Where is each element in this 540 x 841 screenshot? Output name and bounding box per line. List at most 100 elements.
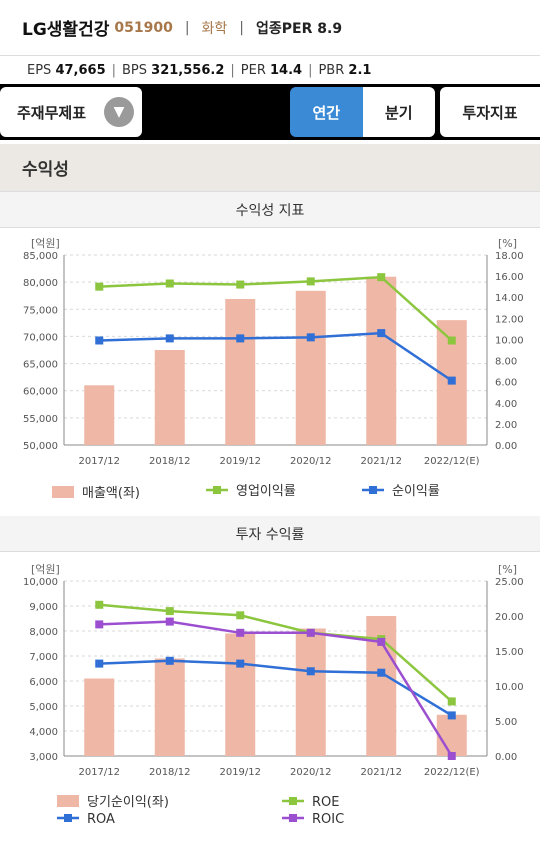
- chart1-title: 수익성 지표: [0, 192, 540, 228]
- right-tick-label: 0.00: [495, 441, 517, 452]
- legend-marker: [289, 814, 297, 822]
- x-tick-label: 2018/12: [149, 767, 191, 778]
- x-tick-label: 2017/12: [78, 767, 120, 778]
- bar: [154, 658, 185, 756]
- left-tick-label: 60,000: [23, 387, 58, 398]
- data-point: [95, 282, 104, 291]
- left-tick-label: 7,000: [29, 652, 58, 663]
- legend-label: ROA: [87, 812, 115, 827]
- data-point: [306, 277, 315, 286]
- left-tick-label: 9,000: [29, 602, 58, 613]
- data-point: [377, 668, 386, 677]
- tab-invest-indicators[interactable]: 투자지표: [440, 87, 540, 137]
- legend-label: 당기순이익(좌): [87, 795, 169, 810]
- left-tick-label: 65,000: [23, 360, 58, 371]
- stock-header: LG생활건강 051900 | 화학 | 업종PER 8.9: [0, 0, 540, 56]
- legend-swatch: [52, 486, 74, 498]
- right-tick-label: 15.00: [495, 647, 524, 658]
- series-line: [99, 620, 453, 757]
- data-point: [95, 659, 104, 668]
- series-line: [99, 603, 453, 703]
- right-tick-label: 8.00: [495, 357, 517, 368]
- right-tick-label: 2.00: [495, 420, 517, 431]
- per-label: PER: [240, 62, 266, 78]
- chevron-down-icon: ▼: [104, 97, 134, 127]
- x-tick-label: 2021/12: [360, 456, 402, 467]
- data-point: [165, 656, 174, 665]
- x-tick-label: 2018/12: [149, 456, 191, 467]
- section-title: 수익성: [0, 144, 540, 192]
- data-point: [165, 617, 174, 626]
- sector-link[interactable]: 화학: [201, 20, 228, 37]
- series-line: [99, 331, 453, 382]
- right-unit-label: [%]: [498, 563, 517, 576]
- data-point: [165, 279, 174, 288]
- left-tick-label: 5,000: [29, 702, 58, 713]
- right-tick-label: 12.00: [495, 314, 524, 325]
- right-tick-label: 20.00: [495, 612, 524, 623]
- left-tick-label: 70,000: [23, 332, 58, 343]
- left-tick-label: 50,000: [23, 441, 58, 452]
- separator: |: [184, 19, 190, 36]
- legend-marker: [213, 486, 221, 494]
- right-tick-label: 16.00: [495, 272, 524, 283]
- right-tick-label: 10.00: [495, 682, 524, 693]
- left-tick-label: 3,000: [29, 752, 58, 763]
- bar: [436, 714, 467, 756]
- bar: [295, 628, 326, 756]
- data-point: [236, 334, 245, 343]
- bar: [154, 350, 185, 445]
- separator: |: [230, 62, 235, 78]
- left-tick-label: 4,000: [29, 727, 58, 738]
- per-value: 14.4: [270, 62, 303, 78]
- separator: |: [239, 19, 245, 36]
- stock-code: 051900: [114, 19, 173, 36]
- legend-label: ROIC: [312, 812, 344, 827]
- x-tick-label: 2020/12: [290, 767, 332, 778]
- data-point: [236, 628, 245, 637]
- data-point: [377, 329, 386, 338]
- data-point: [95, 336, 104, 345]
- x-tick-label: 2017/12: [78, 456, 120, 467]
- data-point: [95, 620, 104, 629]
- tab-bar: 주재무제표 ▼ 연간 분기 투자지표: [0, 84, 540, 140]
- left-tick-label: 75,000: [23, 305, 58, 316]
- sector-per: 업종PER 8.9: [256, 20, 343, 37]
- data-point: [377, 637, 386, 646]
- left-unit-label: [억원]: [31, 237, 60, 250]
- x-tick-label: 2019/12: [219, 456, 261, 467]
- right-tick-label: 14.00: [495, 293, 524, 304]
- eps-label: EPS: [27, 62, 52, 78]
- data-point: [165, 334, 174, 343]
- bar: [366, 276, 397, 445]
- data-point: [236, 659, 245, 668]
- bps-value: 321,556.2: [151, 62, 225, 78]
- bar: [84, 678, 115, 756]
- data-point: [447, 752, 456, 760]
- x-tick-label: 2021/12: [360, 767, 402, 778]
- series-line: [99, 659, 453, 717]
- x-tick-label: 2020/12: [290, 456, 332, 467]
- legend-marker: [369, 486, 377, 494]
- pbr-label: PBR: [318, 62, 345, 78]
- investment-return-chart: [억원] [%] 3,000 4,000 5,000 6,000 7,000 8,000 9,0…: [23, 563, 524, 827]
- legend-marker: [64, 814, 72, 822]
- right-tick-label: 10.00: [495, 335, 524, 346]
- data-point: [95, 600, 104, 609]
- data-point: [447, 697, 456, 706]
- left-tick-label: 55,000: [23, 414, 58, 425]
- eps-value: 47,665: [55, 62, 106, 78]
- tab-quarter[interactable]: 분기: [362, 87, 435, 137]
- right-tick-label: 6.00: [495, 378, 517, 389]
- left-tick-label: 85,000: [23, 251, 58, 262]
- data-point: [306, 333, 315, 342]
- legend-label: ROE: [312, 795, 339, 810]
- tab-annual[interactable]: 연간: [290, 87, 363, 137]
- bar: [225, 298, 256, 445]
- statement-select[interactable]: 주재무제표 ▼: [0, 87, 142, 137]
- data-point: [447, 376, 456, 385]
- left-tick-label: 8,000: [29, 627, 58, 638]
- data-point: [236, 280, 245, 289]
- bar: [225, 633, 256, 756]
- data-point: [236, 611, 245, 620]
